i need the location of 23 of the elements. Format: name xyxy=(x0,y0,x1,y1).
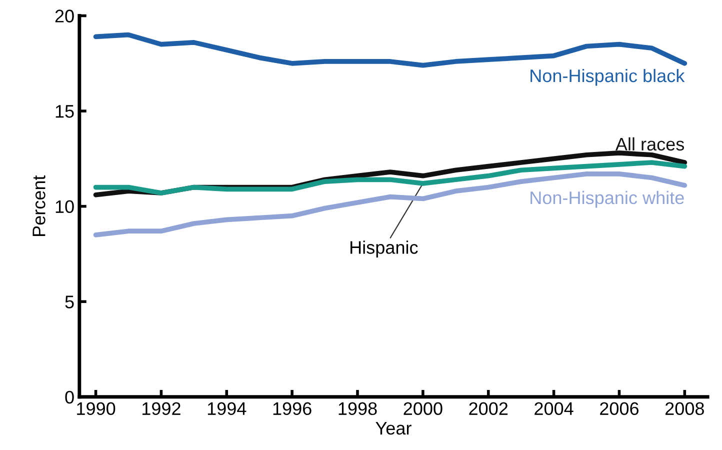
line-series xyxy=(93,32,688,68)
text: Hispanic xyxy=(350,240,418,258)
y-tick-label: 5 xyxy=(65,296,74,308)
x-tick-label: 1996 xyxy=(273,402,312,416)
y-tick-label: 15 xyxy=(56,105,74,118)
y-axis-title: Percent xyxy=(32,175,46,236)
x-tick-label: 2006 xyxy=(600,402,639,416)
x-axis-title: Year xyxy=(376,422,412,435)
x-tick-label: 2000 xyxy=(404,402,442,416)
x-tick-label: 2004 xyxy=(534,402,574,416)
series-label: All races xyxy=(615,137,684,151)
x-tick-label: 2002 xyxy=(469,402,508,416)
line-series xyxy=(93,171,688,238)
y-tick-label: 20 xyxy=(55,10,74,22)
x-tick-label: 2008 xyxy=(665,402,704,416)
series-label: Non-Hispanic black xyxy=(530,68,685,86)
y-tick-label: 10 xyxy=(56,200,74,214)
y-tick-label: 0 xyxy=(65,390,74,404)
x-tick-label: 1998 xyxy=(338,402,377,416)
x-tick-label: 1990 xyxy=(77,402,116,416)
x-tick-label: 1994 xyxy=(208,402,246,416)
series-label: Non-Hispanic white xyxy=(530,190,684,208)
x-tick-label: 1992 xyxy=(142,402,180,416)
